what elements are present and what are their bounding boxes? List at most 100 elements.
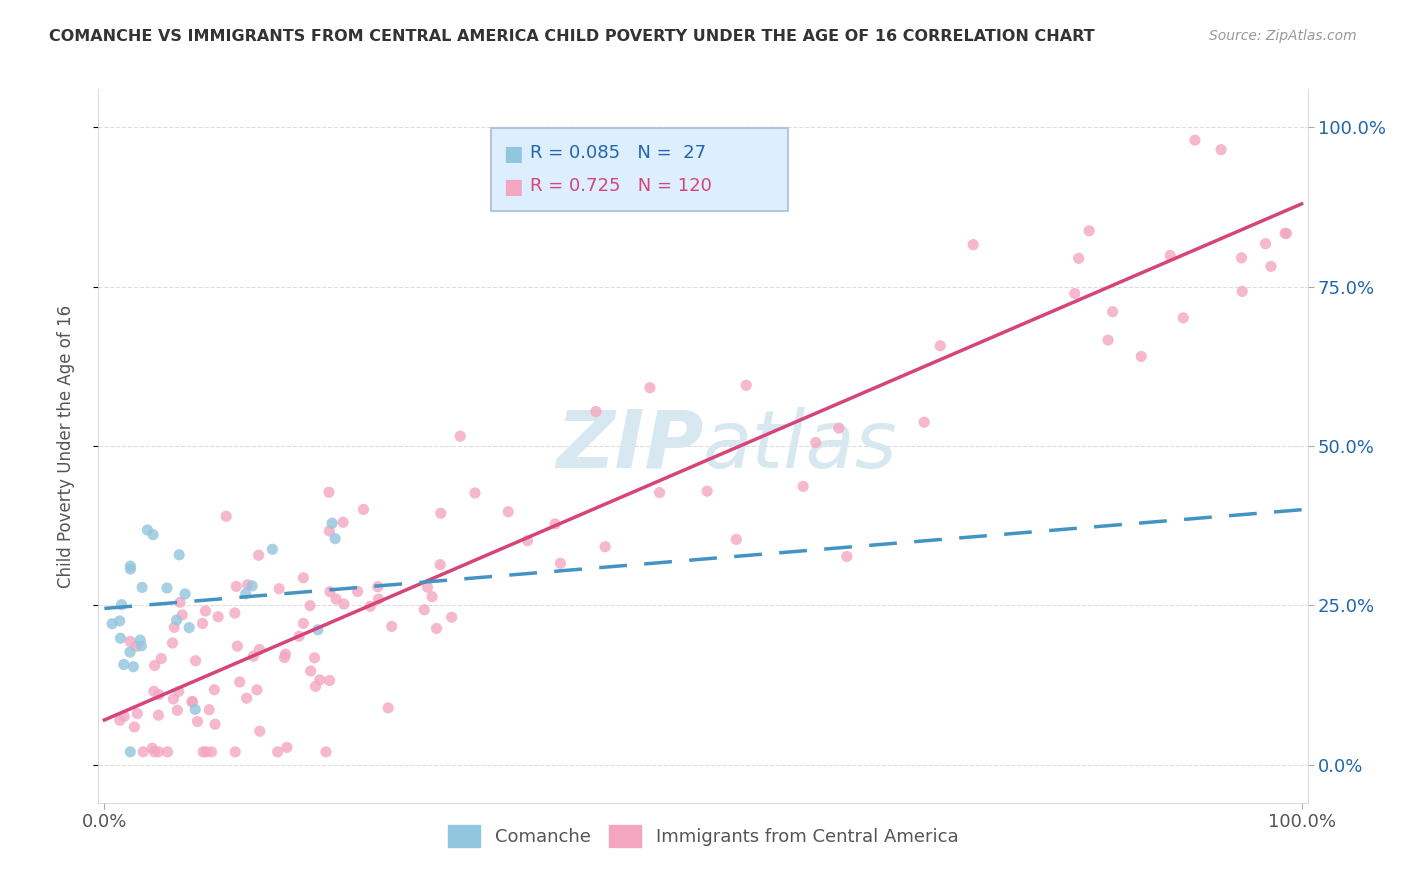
Point bbox=[228, 675, 250, 690]
Point bbox=[1274, 227, 1296, 241]
Point bbox=[215, 509, 238, 524]
Point bbox=[353, 502, 375, 516]
Point bbox=[1101, 304, 1123, 318]
Point bbox=[835, 549, 858, 564]
Point bbox=[112, 657, 135, 672]
Point bbox=[132, 745, 155, 759]
Point bbox=[359, 599, 381, 614]
Point bbox=[207, 609, 229, 624]
Point bbox=[120, 559, 142, 574]
Point bbox=[321, 516, 343, 531]
Point bbox=[167, 548, 190, 562]
Point bbox=[1067, 252, 1090, 266]
Point bbox=[184, 654, 207, 668]
Point bbox=[496, 505, 519, 519]
Point bbox=[585, 404, 607, 418]
Point bbox=[308, 673, 330, 687]
Point bbox=[181, 695, 204, 709]
Point bbox=[828, 421, 851, 435]
Point bbox=[193, 745, 215, 759]
Point bbox=[292, 571, 315, 585]
Point bbox=[224, 606, 246, 620]
Point bbox=[319, 584, 342, 599]
Point bbox=[325, 592, 347, 607]
Point bbox=[108, 614, 131, 628]
Point bbox=[156, 745, 179, 759]
Point bbox=[246, 682, 269, 697]
Point bbox=[186, 714, 208, 729]
Point bbox=[307, 623, 329, 637]
Point bbox=[912, 415, 935, 429]
Point bbox=[276, 740, 298, 755]
Point bbox=[267, 582, 290, 596]
Point bbox=[1254, 236, 1277, 251]
Point bbox=[141, 741, 163, 756]
Text: R = 0.725   N = 120: R = 0.725 N = 120 bbox=[530, 177, 711, 195]
Point bbox=[120, 745, 142, 759]
Point bbox=[544, 516, 567, 531]
Point bbox=[638, 381, 661, 395]
Point bbox=[249, 724, 271, 739]
Point bbox=[172, 607, 194, 622]
Point bbox=[804, 435, 827, 450]
Point bbox=[150, 651, 173, 665]
Point bbox=[725, 533, 748, 547]
Point bbox=[202, 682, 225, 697]
Point bbox=[162, 636, 184, 650]
Point bbox=[1097, 333, 1119, 347]
Point bbox=[420, 590, 443, 604]
Y-axis label: Child Poverty Under the Age of 16: Child Poverty Under the Age of 16 bbox=[56, 304, 75, 588]
Point bbox=[110, 598, 132, 612]
Point bbox=[156, 581, 179, 595]
Point bbox=[318, 485, 340, 500]
Point bbox=[174, 587, 197, 601]
Point bbox=[962, 237, 984, 252]
Point bbox=[240, 579, 263, 593]
Point bbox=[735, 378, 758, 392]
Point bbox=[110, 631, 132, 645]
Point bbox=[516, 533, 538, 548]
Point bbox=[148, 708, 170, 723]
Point bbox=[166, 703, 188, 717]
Point bbox=[136, 523, 159, 537]
Point bbox=[332, 515, 354, 529]
Point bbox=[304, 679, 326, 693]
Point bbox=[1275, 227, 1298, 241]
Point bbox=[318, 524, 340, 538]
Point bbox=[200, 745, 222, 759]
Point bbox=[226, 639, 249, 653]
Point bbox=[413, 603, 436, 617]
Point bbox=[425, 622, 447, 636]
Point bbox=[179, 621, 201, 635]
Point bbox=[143, 745, 166, 759]
Text: ■: ■ bbox=[503, 145, 523, 164]
Point bbox=[1209, 143, 1232, 157]
Point bbox=[367, 592, 389, 607]
Text: COMANCHE VS IMMIGRANTS FROM CENTRAL AMERICA CHILD POVERTY UNDER THE AGE OF 16 CO: COMANCHE VS IMMIGRANTS FROM CENTRAL AMER… bbox=[49, 29, 1095, 44]
Point bbox=[1232, 285, 1254, 299]
FancyBboxPatch shape bbox=[492, 128, 787, 211]
Point bbox=[315, 745, 337, 759]
Text: atlas: atlas bbox=[703, 407, 898, 485]
Point bbox=[929, 339, 952, 353]
Point bbox=[292, 616, 315, 631]
Point bbox=[181, 694, 204, 708]
Point bbox=[166, 613, 188, 627]
Point bbox=[273, 650, 295, 665]
Point bbox=[148, 745, 170, 759]
Point bbox=[299, 664, 322, 678]
Point bbox=[125, 640, 148, 654]
Point bbox=[1078, 224, 1101, 238]
Point bbox=[236, 578, 259, 592]
Point bbox=[464, 486, 486, 500]
Point bbox=[169, 595, 191, 609]
Point bbox=[792, 479, 814, 493]
Point bbox=[101, 616, 124, 631]
Point bbox=[120, 562, 142, 576]
Point bbox=[167, 684, 190, 698]
Text: ZIP: ZIP bbox=[555, 407, 703, 485]
Point bbox=[1173, 310, 1195, 325]
Point bbox=[304, 650, 326, 665]
Point bbox=[318, 673, 340, 688]
Point bbox=[235, 691, 257, 706]
